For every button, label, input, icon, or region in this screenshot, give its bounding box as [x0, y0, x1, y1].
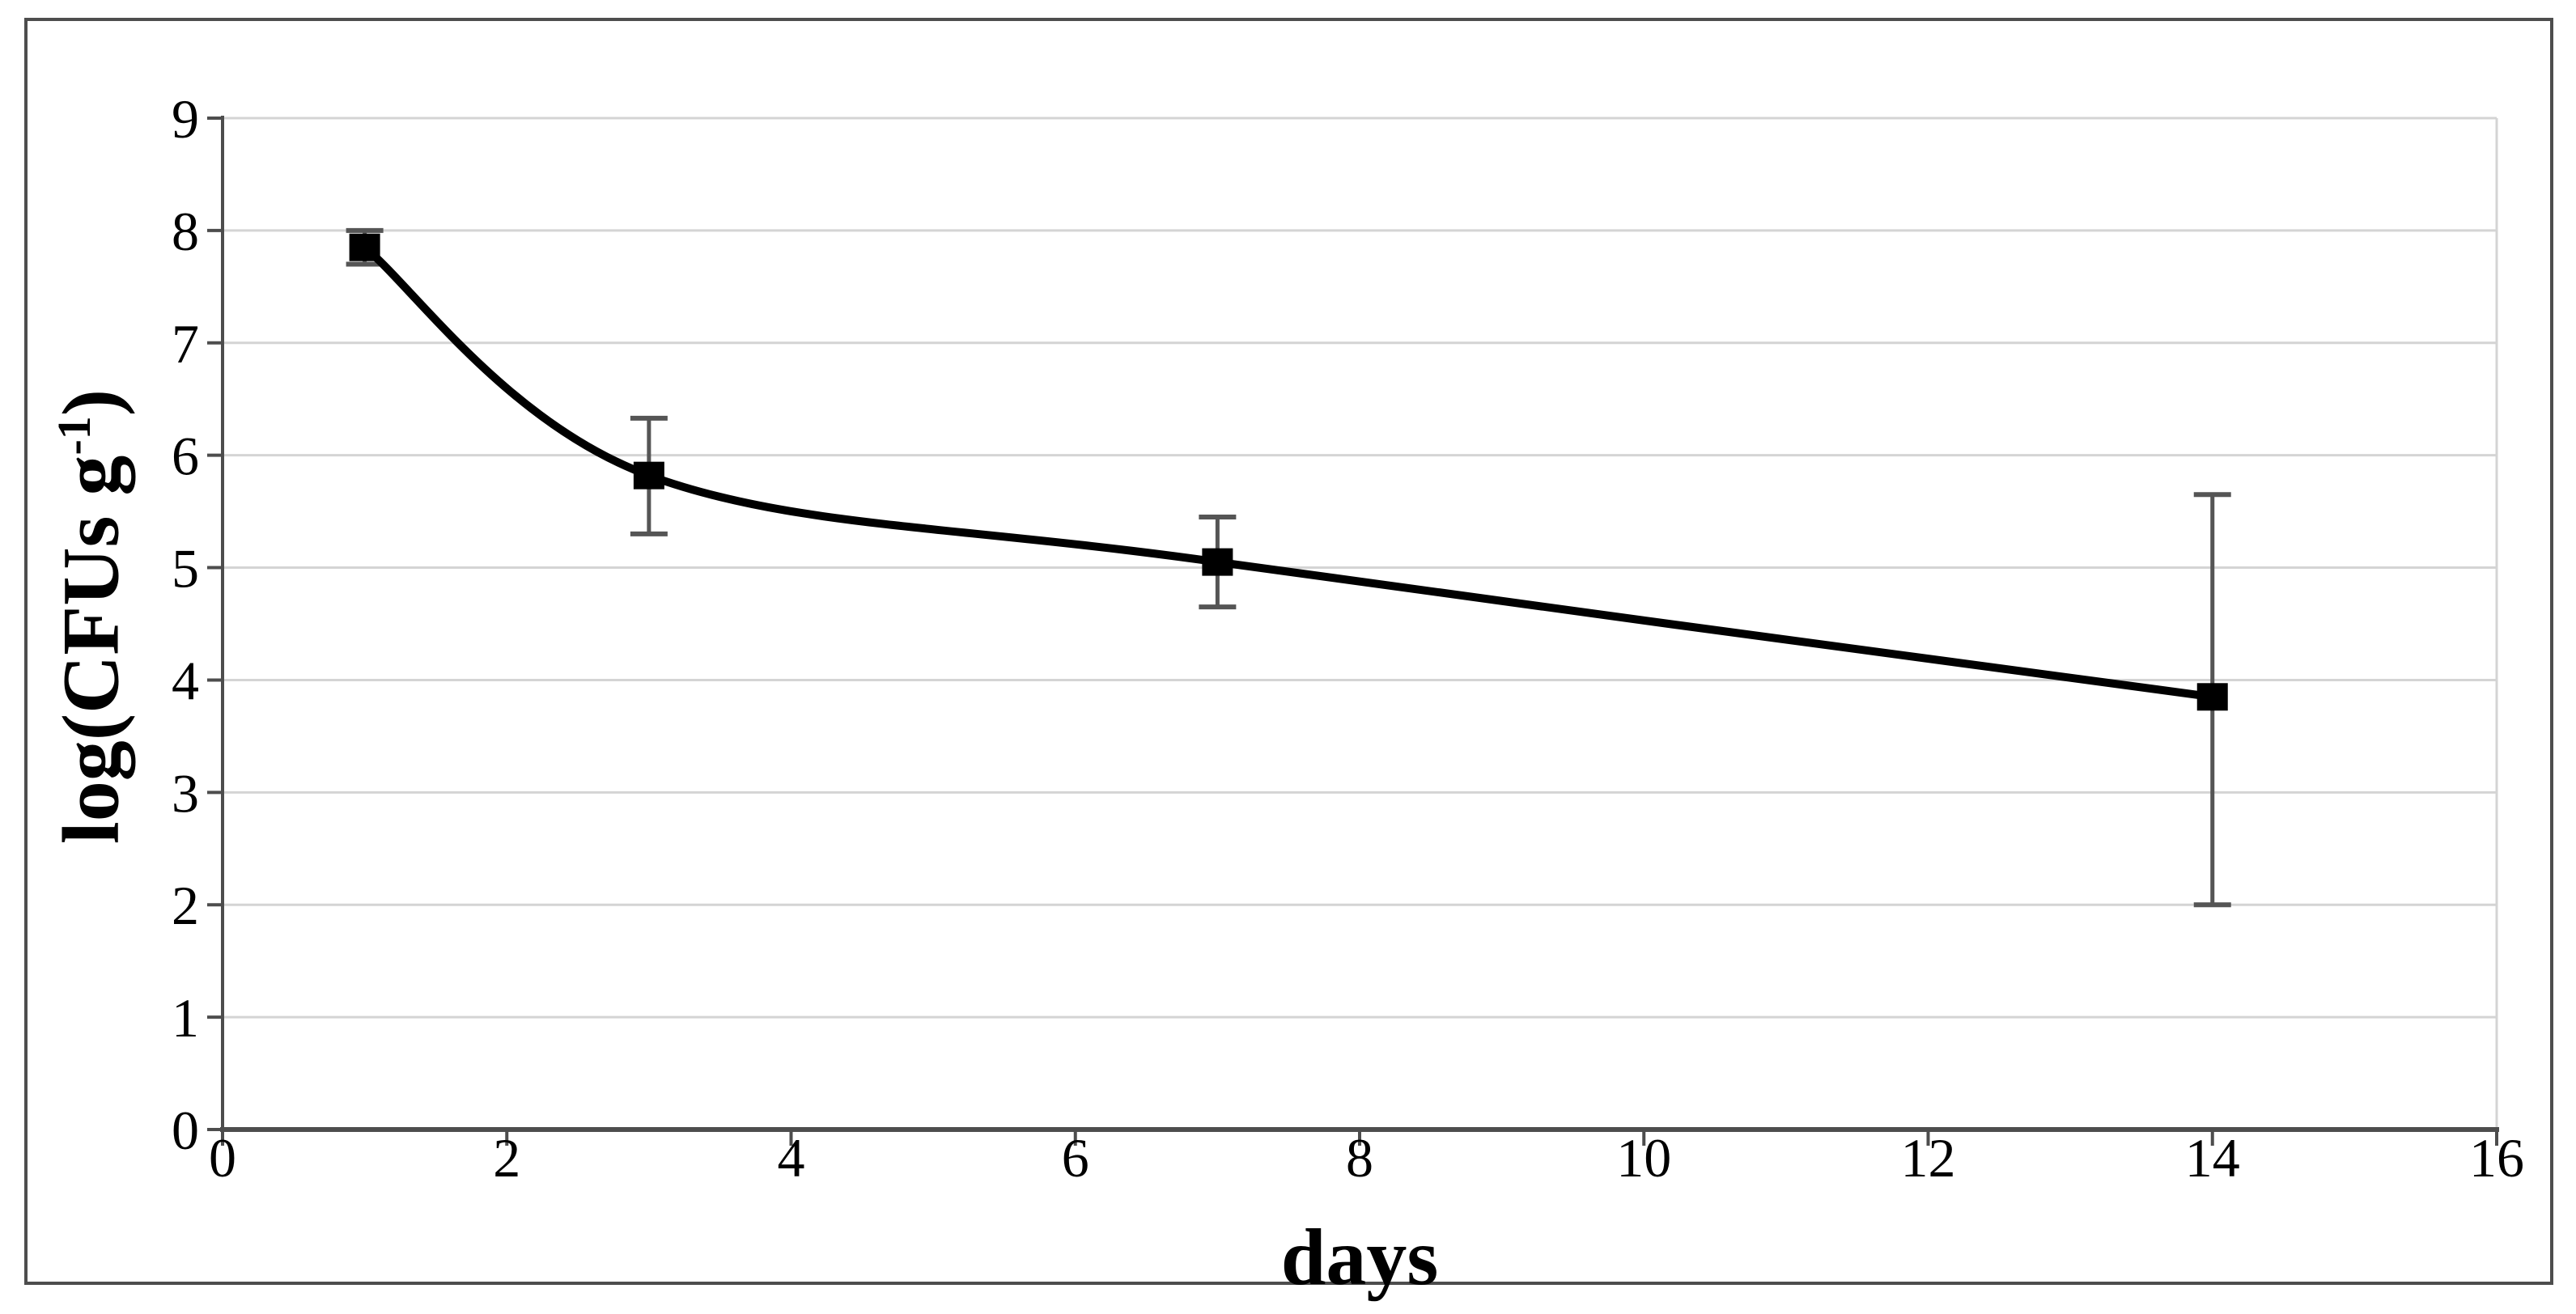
y-axis-title-superscript: -1: [48, 416, 101, 456]
data-point-marker: [349, 233, 380, 261]
y-tick-label: 7: [172, 313, 199, 375]
x-tick-label: 4: [778, 1127, 805, 1189]
y-tick-label: 3: [172, 762, 199, 824]
data-point-marker: [1202, 548, 1233, 576]
y-axis-title-text: log(CFUs g: [45, 455, 136, 845]
y-tick-label: 6: [172, 426, 199, 487]
x-tick-label: 8: [1346, 1127, 1373, 1189]
figure-border: [24, 18, 2553, 1285]
x-tick-label: 2: [493, 1127, 520, 1189]
data-point-marker: [2196, 683, 2228, 711]
y-axis-title: log(CFUs g-1): [45, 389, 138, 844]
x-tick-label: 12: [1901, 1127, 1956, 1189]
x-tick-label: 6: [1062, 1127, 1089, 1189]
series-line: [360, 243, 2217, 702]
y-tick-label: 1: [172, 987, 199, 1049]
x-tick-label: 10: [1616, 1127, 1671, 1189]
data-point-marker: [633, 461, 664, 490]
y-tick-label: 4: [172, 650, 199, 711]
y-tick-label: 5: [172, 538, 199, 600]
x-tick-label: 0: [209, 1127, 236, 1189]
x-tick-label: 16: [2469, 1127, 2524, 1189]
y-tick-label: 9: [172, 88, 199, 150]
y-tick-label: 2: [172, 875, 199, 936]
y-tick-label: 0: [172, 1100, 199, 1161]
x-axis-title: days: [1280, 1212, 1439, 1302]
y-tick-label: 8: [172, 201, 199, 262]
x-tick-label: 14: [2185, 1127, 2240, 1189]
y-axis-title-close: ): [45, 388, 136, 417]
